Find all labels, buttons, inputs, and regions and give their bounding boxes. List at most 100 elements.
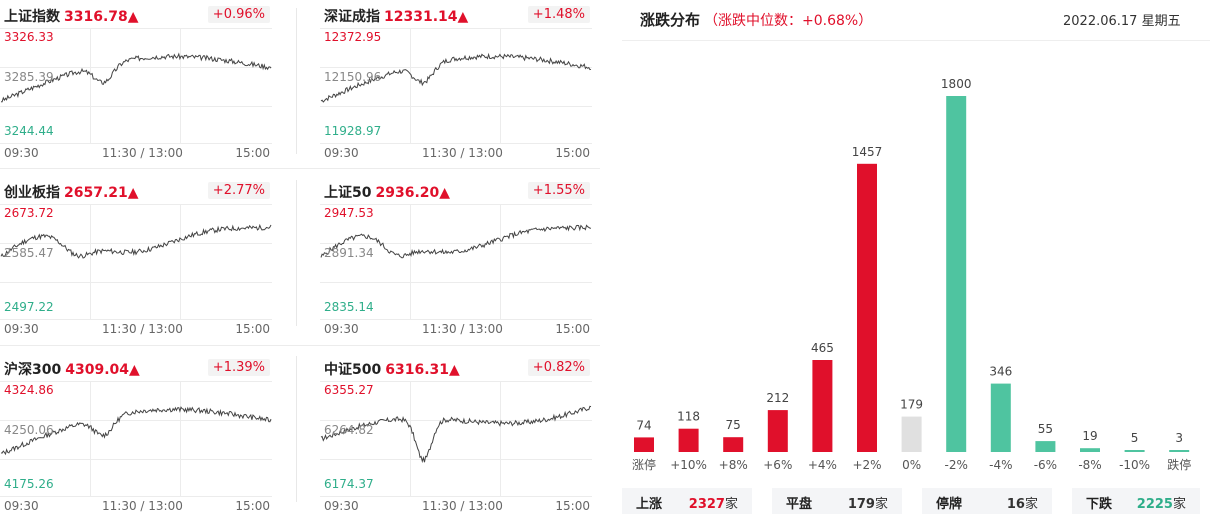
summary-label: 停牌 <box>936 497 963 512</box>
category-label: +8% <box>719 458 748 472</box>
distribution-bar[interactable] <box>812 360 833 452</box>
time-start: 09:30 <box>324 322 359 336</box>
summary-stat: 停牌 16家 <box>922 488 1052 514</box>
index-price-line <box>0 406 272 456</box>
index-name: 创业板指 <box>4 185 60 201</box>
time-end: 15:00 <box>235 322 270 336</box>
category-label: 涨停 <box>632 457 656 472</box>
category-label: -8% <box>1078 458 1101 472</box>
time-mid: 11:30 / 13:00 <box>422 499 503 513</box>
category-label: 0% <box>902 458 921 472</box>
index-change-badge: +0.96% <box>207 6 270 23</box>
bar-value-label: 465 <box>811 341 834 355</box>
category-label: +2% <box>852 458 881 472</box>
index-mid-label: 2891.34 <box>324 246 374 260</box>
time-end: 15:00 <box>555 499 590 513</box>
summary-stat: 平盘 179家 <box>772 488 902 514</box>
time-mid: 11:30 / 13:00 <box>102 499 183 513</box>
bar-value-label: 179 <box>900 398 923 412</box>
category-label: +10% <box>670 458 707 472</box>
index-value: 12331.14▲ <box>384 9 469 25</box>
category-label: -2% <box>945 458 968 472</box>
summary-value: 2225 <box>1136 497 1173 512</box>
time-start: 09:30 <box>4 322 39 336</box>
bar-value-label: 1457 <box>852 145 883 159</box>
summary-value: 2327 <box>688 497 725 512</box>
index-value: 2657.21▲ <box>64 185 139 201</box>
separator <box>296 180 297 326</box>
index-mid-label: 12150.96 <box>324 70 382 84</box>
summary-label: 上涨 <box>636 497 663 512</box>
index-panel[interactable]: 上证指数 3316.78▲ +0.96% 3326.33 3285.39 3244… <box>0 2 272 164</box>
summary-stat: 下跌 2225家 <box>1072 488 1200 514</box>
separator <box>0 345 600 346</box>
distribution-bar[interactable] <box>634 437 654 452</box>
index-price-line <box>320 224 592 259</box>
time-end: 15:00 <box>555 146 590 160</box>
distribution-bar[interactable] <box>1124 450 1145 452</box>
distribution-bar[interactable] <box>723 437 744 452</box>
category-label: +4% <box>808 458 837 472</box>
time-mid: 11:30 / 13:00 <box>102 322 183 336</box>
summary-label: 下跌 <box>1086 497 1113 512</box>
distribution-bar[interactable] <box>1080 448 1100 452</box>
distribution-bar[interactable] <box>946 96 967 452</box>
summary-unit: 家 <box>1024 497 1038 512</box>
index-high-label: 3326.33 <box>4 30 54 44</box>
bar-value-label: 75 <box>726 418 741 432</box>
index-header: 上证指数 3316.78▲ +0.96% <box>4 6 270 26</box>
distribution-bar[interactable] <box>990 383 1011 452</box>
category-label: -10% <box>1119 458 1150 472</box>
summary-value-wrap: 179家 <box>848 493 888 512</box>
time-mid: 11:30 / 13:00 <box>102 146 183 160</box>
distribution-bar[interactable] <box>1035 441 1056 452</box>
index-panel[interactable]: 深证成指 12331.14▲ +1.48% 12372.95 12150.96 1… <box>320 2 592 164</box>
index-high-label: 2673.72 <box>4 206 54 220</box>
bar-value-label: 74 <box>636 418 651 432</box>
index-low-label: 2497.22 <box>4 300 54 314</box>
index-mid-label: 6264.82 <box>324 423 374 437</box>
summary-value-wrap: 16家 <box>1007 493 1038 512</box>
index-panel[interactable]: 沪深300 4309.04▲ +1.39% 4324.86 4250.06 417… <box>0 355 272 517</box>
index-high-label: 2947.53 <box>324 206 374 220</box>
bar-value-label: 19 <box>1082 429 1097 443</box>
index-price-line <box>320 52 592 103</box>
index-mid-label: 4250.06 <box>4 423 54 437</box>
bar-value-label: 55 <box>1038 422 1053 436</box>
index-high-label: 6355.27 <box>324 383 374 397</box>
summary-value-wrap: 2327家 <box>689 493 738 512</box>
time-start: 09:30 <box>4 146 39 160</box>
distribution-bar[interactable] <box>767 410 788 452</box>
separator <box>0 168 600 169</box>
index-header: 创业板指 2657.21▲ +2.77% <box>4 182 270 202</box>
index-name: 沪深300 <box>4 362 62 378</box>
summary-value: 16 <box>1006 497 1025 512</box>
index-name: 深证成指 <box>324 9 380 25</box>
summary-unit: 家 <box>1172 497 1186 512</box>
category-label: -4% <box>989 458 1012 472</box>
distribution-bar[interactable] <box>857 163 877 453</box>
distribution-bar[interactable] <box>1169 450 1190 452</box>
index-panel[interactable]: 上证50 2936.20▲ +1.55% 2947.53 2891.34 2835… <box>320 178 592 340</box>
distribution-bar[interactable] <box>901 416 922 452</box>
index-change-badge: +1.48% <box>527 6 590 23</box>
index-intraday-chart <box>0 204 272 320</box>
bar-value-label: 1800 <box>941 77 972 91</box>
index-intraday-chart <box>0 28 272 144</box>
index-intraday-chart <box>0 381 272 497</box>
index-change-badge: +1.39% <box>207 359 270 376</box>
index-header: 中证500 6316.31▲ +0.82% <box>324 359 590 379</box>
time-mid: 11:30 / 13:00 <box>422 322 503 336</box>
index-change-badge: +0.82% <box>527 359 590 376</box>
index-panel[interactable]: 创业板指 2657.21▲ +2.77% 2673.72 2585.47 2497… <box>0 178 272 340</box>
index-panel[interactable]: 中证500 6316.31▲ +0.82% 6355.27 6264.82 617… <box>320 355 592 517</box>
index-change-badge: +1.55% <box>527 182 590 199</box>
index-high-label: 4324.86 <box>4 383 54 397</box>
index-value: 2936.20▲ <box>375 185 451 201</box>
index-price-line <box>0 52 272 103</box>
distribution-bar[interactable] <box>678 428 699 452</box>
time-end: 15:00 <box>235 146 270 160</box>
separator <box>296 356 297 502</box>
category-label: -6% <box>1034 458 1057 472</box>
summary-unit: 家 <box>724 497 738 512</box>
